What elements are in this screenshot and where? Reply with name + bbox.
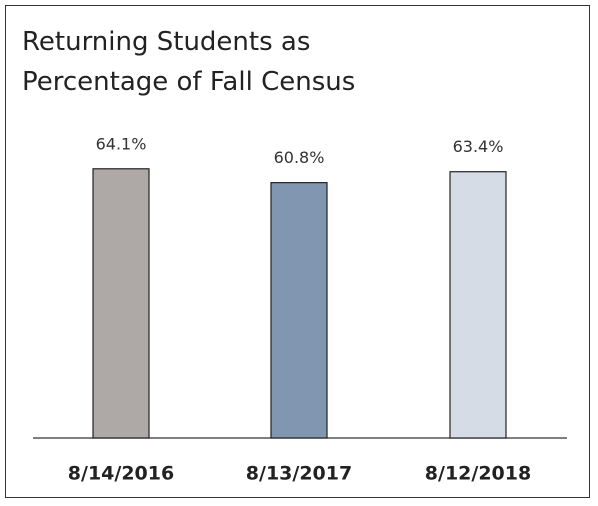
- chart-title: Returning Students as Percentage of Fall…: [22, 27, 356, 97]
- chart-frame: [5, 5, 590, 498]
- bar: [92, 168, 150, 439]
- x-tick-label: 8/12/2018: [425, 463, 531, 485]
- value-label: 64.1%: [96, 134, 147, 153]
- bar: [270, 182, 328, 439]
- bar: [449, 171, 507, 439]
- x-tick-label: 8/14/2016: [68, 463, 174, 485]
- value-label: 60.8%: [274, 148, 325, 167]
- value-label: 63.4%: [453, 137, 504, 156]
- x-tick-label: 8/13/2017: [246, 463, 352, 485]
